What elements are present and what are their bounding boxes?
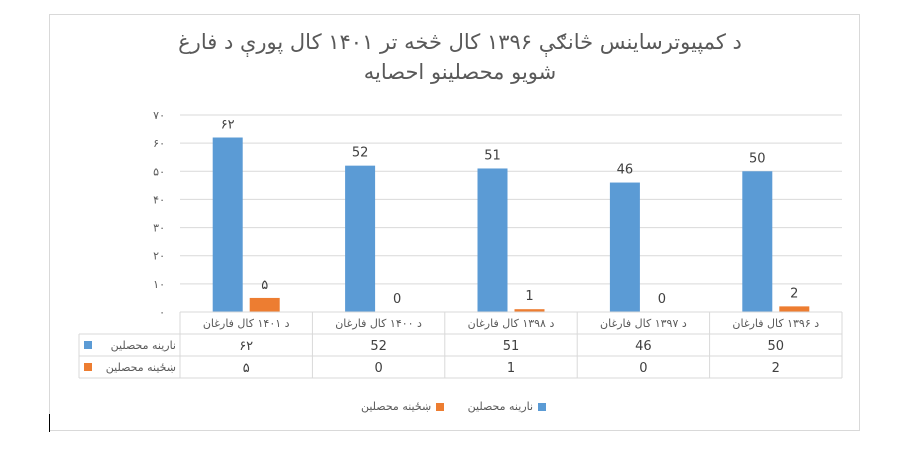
bar-male: [742, 171, 773, 312]
table-cell: 50: [768, 339, 785, 354]
legend-item-male: نارينه محصلين: [467, 400, 547, 413]
table-cell: 0: [374, 361, 382, 376]
legend-item-female: ښځينه محصلين: [360, 400, 445, 413]
data-label: ۵: [261, 278, 268, 293]
y-tick-label: ۰: [159, 306, 165, 319]
table-cell: 46: [635, 339, 652, 354]
table-cell: 1: [507, 361, 515, 376]
bar-male: [212, 137, 243, 312]
table-cell: ۶۲: [239, 339, 253, 354]
y-tick-label: ۱۰: [153, 278, 165, 291]
chart-frame: [49, 14, 860, 431]
legend-swatch-female: [436, 402, 445, 411]
data-label: 51: [484, 148, 501, 163]
data-label: 1: [525, 289, 533, 304]
data-label: 52: [352, 146, 369, 161]
bar-male: [345, 165, 376, 312]
table-category-header: د ۱۳۹۶ کال فارغان: [732, 317, 819, 330]
data-label: 0: [658, 292, 666, 307]
chart-title-line1: د کمپيوترساينس څانګې ۱۳۹۶ کال څخه تر ۱۴۰…: [178, 30, 742, 54]
table-cell: 2: [772, 361, 780, 376]
bar-female: [249, 297, 280, 312]
y-tick-label: ۷۰: [153, 109, 165, 122]
data-label: 50: [749, 151, 766, 166]
y-tick-label: ۴۰: [153, 193, 165, 206]
data-label: ۶۲: [221, 118, 235, 133]
table-legend-key: [84, 341, 92, 349]
table-category-header: د ۱۳۹۸ کال فارغان: [468, 317, 555, 330]
chart-title-line2: شويو محصلينو احصايه: [363, 60, 557, 84]
legend-label-female: ښځينه محصلين: [360, 400, 432, 413]
table-cell: ۵: [243, 361, 250, 376]
chart-legend: ښځينه محصلين نارينه محصلين: [0, 400, 907, 414]
table-cell: 0: [639, 361, 647, 376]
table-category-header: د ۱۴۰۰ کال فارغان: [335, 317, 422, 330]
table-cell: 52: [370, 339, 387, 354]
table-category-header: د ۱۴۰۱ کال فارغان: [203, 317, 290, 330]
bar-male: [609, 182, 640, 312]
table-category-header: د ۱۳۹۷ کال فارغان: [600, 317, 687, 330]
y-tick-label: ۶۰: [153, 137, 165, 150]
y-tick-label: ۲۰: [153, 250, 165, 263]
legend-swatch-male: [538, 402, 547, 411]
table-legend-key: [84, 363, 92, 371]
data-label: 0: [393, 292, 401, 307]
table-series-name: ښځينه محصلين: [106, 361, 176, 374]
bar-female: [779, 306, 810, 312]
bar-male: [477, 168, 508, 312]
legend-label-male: نارينه محصلين: [467, 400, 534, 413]
data-label: 2: [790, 286, 798, 301]
bar-female: [514, 309, 545, 312]
y-tick-label: ۳۰: [153, 222, 165, 235]
y-tick-label: ۵۰: [153, 165, 165, 178]
table-cell: 51: [503, 339, 520, 354]
text-cursor: [49, 414, 50, 432]
table-series-name: نارينه محصلين: [111, 339, 176, 352]
data-label: 46: [617, 163, 634, 178]
